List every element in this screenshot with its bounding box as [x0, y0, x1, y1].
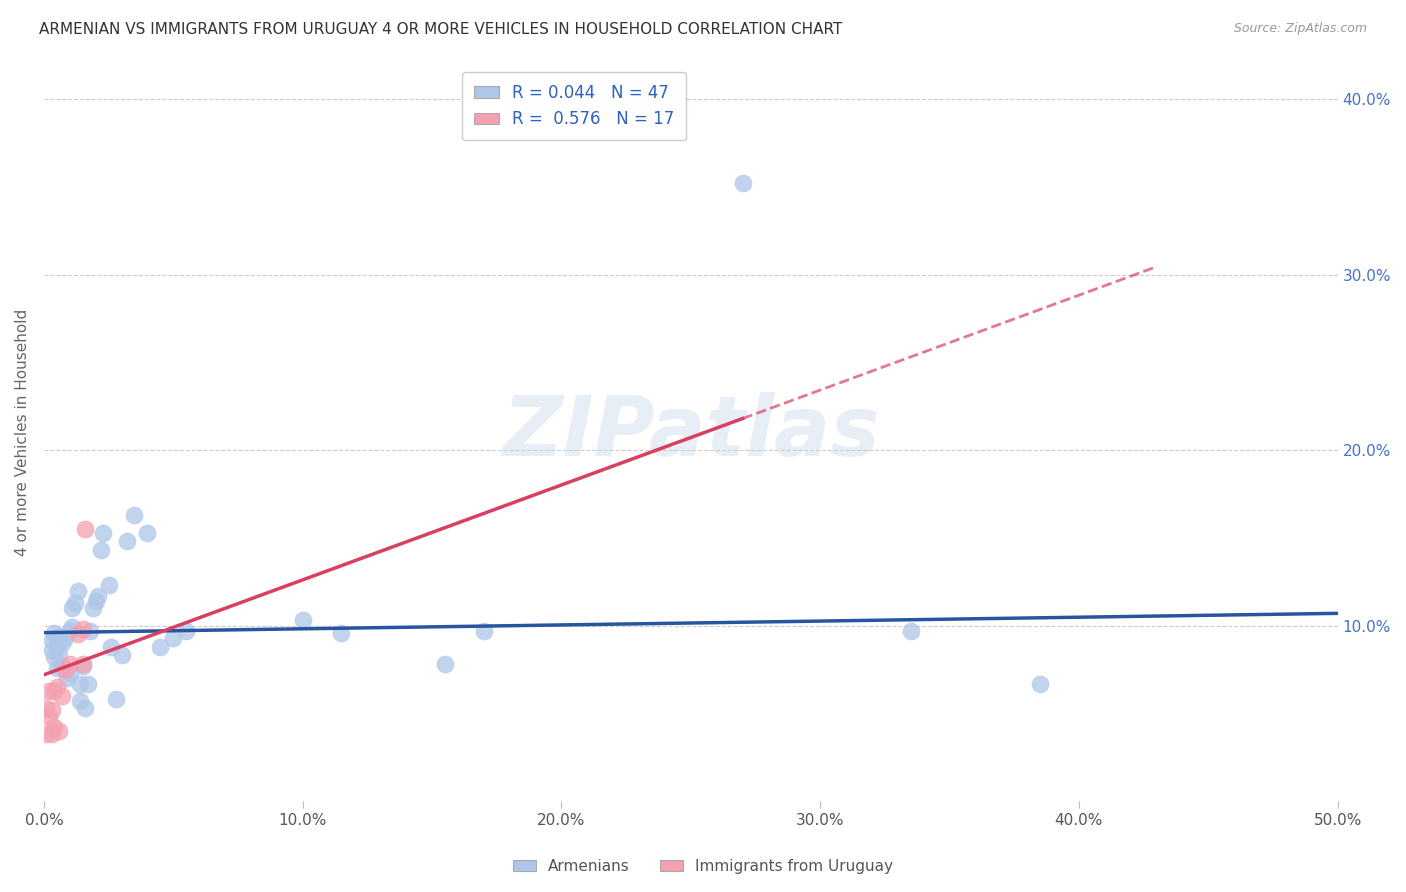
Point: [51, 636, 73, 650]
Text: Source: ZipAtlas.com: Source: ZipAtlas.com: [1233, 22, 1367, 36]
Point: [59, 666, 82, 681]
Point: [72, 657, 94, 672]
Point: [105, 692, 128, 706]
Point: [53, 631, 76, 645]
Point: [45, 661, 67, 675]
Legend: R = 0.044   N = 47, R =  0.576   N = 17: R = 0.044 N = 47, R = 0.576 N = 17: [463, 72, 686, 140]
Point: [433, 657, 456, 672]
Point: [291, 613, 314, 627]
Point: [472, 624, 495, 638]
Point: [44, 683, 66, 698]
Point: [60, 601, 83, 615]
Point: [77, 676, 100, 690]
Point: [63, 596, 86, 610]
Point: [69, 694, 91, 708]
Point: [731, 177, 754, 191]
Point: [38, 710, 60, 724]
Point: [1029, 676, 1052, 690]
Point: [69, 676, 91, 690]
Point: [149, 640, 172, 654]
Point: [53, 663, 76, 677]
Point: [79, 624, 101, 638]
Point: [38, 683, 60, 698]
Text: ARMENIAN VS IMMIGRANTS FROM URUGUAY 4 OR MORE VEHICLES IN HOUSEHOLD CORRELATION : ARMENIAN VS IMMIGRANTS FROM URUGUAY 4 OR…: [39, 22, 842, 37]
Point: [75, 522, 97, 536]
Point: [41, 643, 63, 657]
Point: [44, 625, 66, 640]
Point: [82, 601, 104, 615]
Point: [72, 659, 94, 673]
Point: [124, 508, 146, 522]
Point: [51, 689, 73, 703]
Point: [97, 578, 120, 592]
Point: [330, 625, 353, 640]
Point: [59, 624, 82, 638]
Point: [35, 701, 58, 715]
Point: [44, 650, 66, 665]
Point: [66, 583, 89, 598]
Point: [162, 631, 184, 645]
Legend: Armenians, Immigrants from Uruguay: Armenians, Immigrants from Uruguay: [506, 853, 900, 880]
Point: [48, 723, 70, 738]
Y-axis label: 4 or more Vehicles in Household: 4 or more Vehicles in Household: [15, 309, 30, 557]
Point: [72, 622, 94, 636]
Point: [174, 624, 197, 638]
Point: [100, 640, 122, 654]
Point: [41, 703, 63, 717]
Point: [41, 727, 63, 741]
Point: [35, 727, 58, 741]
Point: [66, 627, 89, 641]
Point: [45, 631, 67, 645]
Point: [87, 589, 110, 603]
Text: ZIPatlas: ZIPatlas: [502, 392, 880, 473]
Point: [110, 648, 132, 663]
Point: [48, 629, 70, 643]
Point: [44, 721, 66, 735]
Point: [48, 647, 70, 661]
Point: [51, 659, 73, 673]
Point: [56, 671, 79, 685]
Point: [41, 632, 63, 647]
Point: [136, 525, 159, 540]
Point: [900, 624, 922, 638]
Point: [45, 640, 67, 654]
Point: [84, 594, 107, 608]
Point: [93, 525, 115, 540]
Point: [45, 680, 67, 694]
Point: [75, 701, 97, 715]
Point: [115, 534, 138, 549]
Point: [60, 620, 83, 634]
Point: [90, 543, 112, 558]
Point: [59, 657, 82, 672]
